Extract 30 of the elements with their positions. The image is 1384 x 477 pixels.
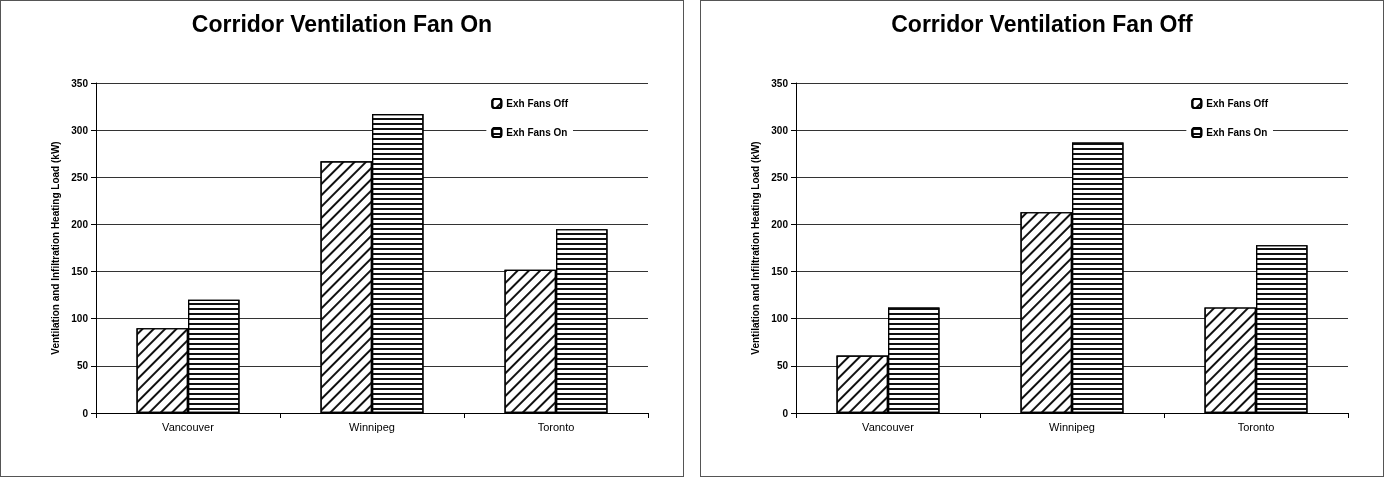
legend-label: Exh Fans Off: [506, 98, 569, 109]
y-tick-label: 150: [71, 266, 89, 278]
y-tick-label: 350: [771, 77, 789, 89]
y-axis-title: Ventilation and Infiltration Heating Load (kW): [749, 141, 761, 355]
legend-label: Exh Fans On: [506, 127, 568, 138]
y-tick-label: 200: [771, 218, 789, 230]
chart-title: Corridor Ventilation Fan Off: [890, 11, 1194, 38]
y-tick-label: 0: [782, 407, 789, 419]
y-tick-label: 250: [771, 171, 789, 183]
y-tick-label: 150: [771, 266, 789, 278]
chart-title: Corridor Ventilation Fan On: [190, 11, 494, 38]
y-tick-label: 50: [76, 360, 89, 372]
y-axis-title: Ventilation and Infiltration Heating Load (kW): [49, 141, 61, 355]
y-tick-label: 350: [71, 77, 89, 89]
x-tick-label: Toronto: [537, 420, 575, 433]
legend-label: Exh Fans On: [1206, 127, 1268, 138]
y-tick-label: 300: [771, 124, 789, 136]
y-tick-label: 200: [71, 218, 89, 230]
y-tick-label: 300: [71, 124, 89, 136]
x-tick-label: Winnipeg: [1049, 420, 1095, 433]
y-tick-label: 100: [771, 313, 789, 325]
x-tick-label: Toronto: [1237, 420, 1275, 433]
legend-label: Exh Fans Off: [1206, 98, 1269, 109]
y-tick-label: 0: [82, 407, 89, 419]
y-tick-label: 100: [71, 313, 89, 325]
x-tick-label: Vancouver: [862, 420, 915, 433]
x-tick-label: Vancouver: [162, 420, 215, 433]
y-tick-label: 250: [71, 171, 89, 183]
x-tick-label: Winnipeg: [349, 420, 395, 433]
y-tick-label: 50: [776, 360, 789, 372]
